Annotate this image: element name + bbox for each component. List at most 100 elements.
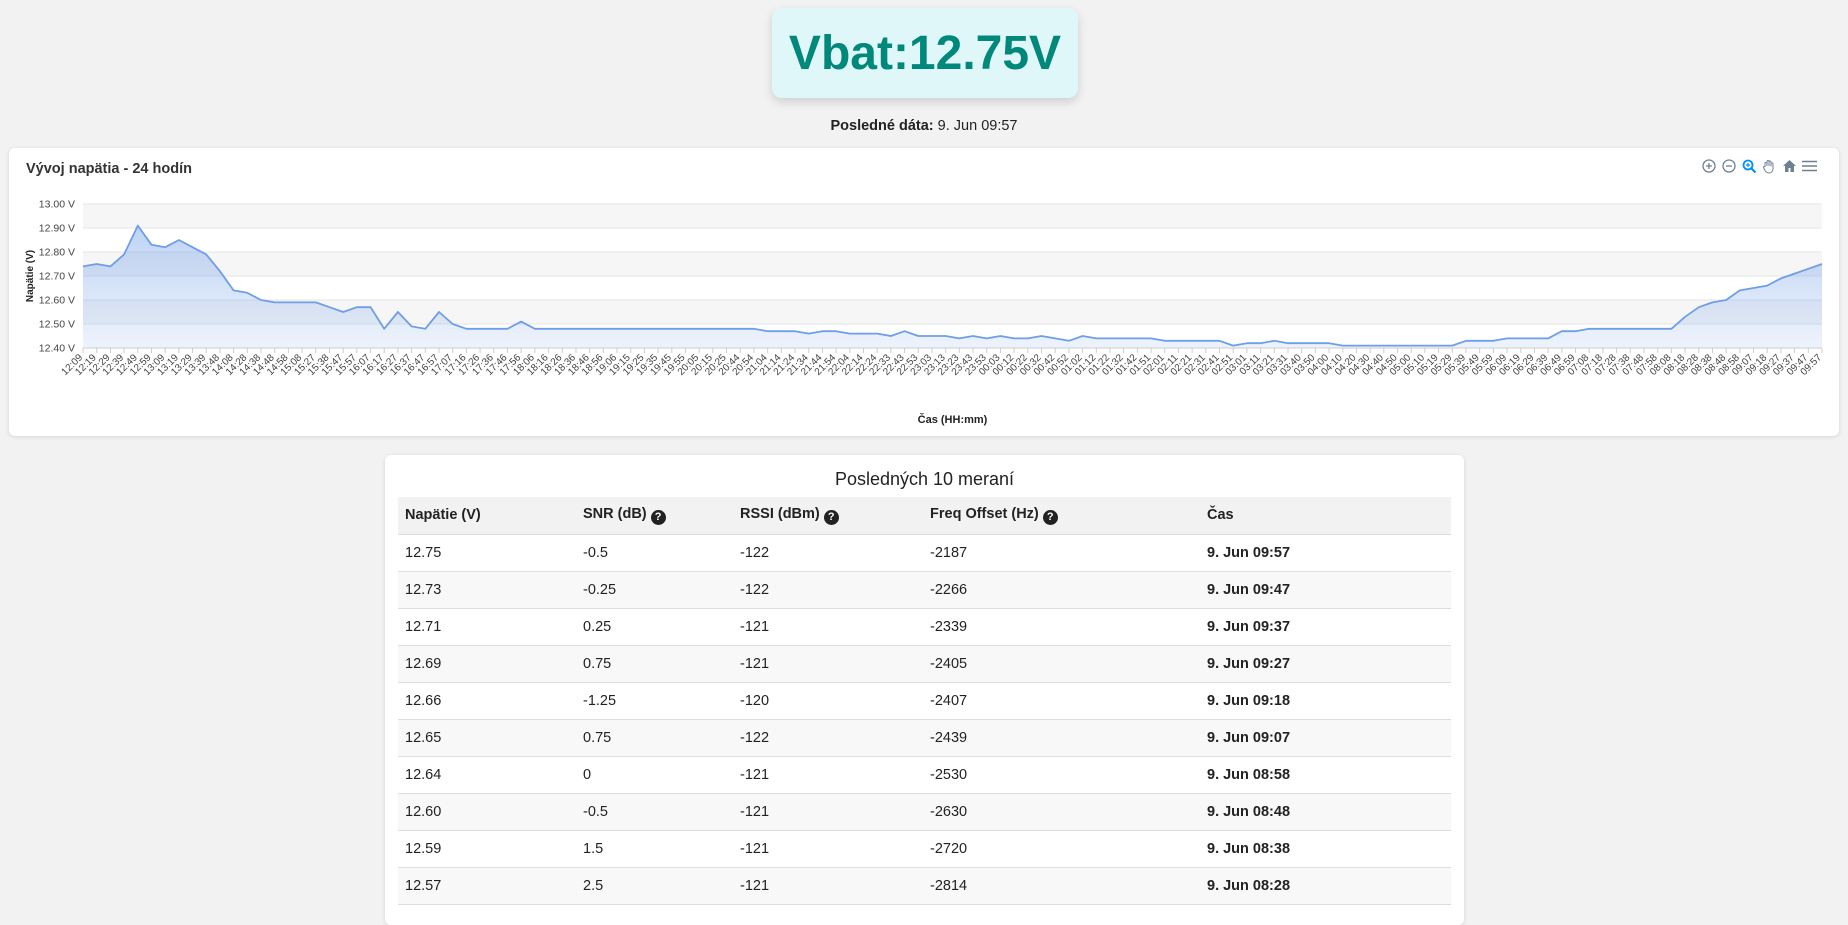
table-cell: 9. Jun 08:48 — [1200, 793, 1451, 831]
table-cell: 1.5 — [576, 830, 733, 868]
table-cell: -121 — [733, 756, 923, 794]
table-cell: -0.5 — [576, 793, 733, 831]
grid-band — [83, 252, 1822, 276]
table-cell: -2407 — [923, 682, 1200, 720]
table-cell: -121 — [733, 867, 923, 905]
table-row: 12.73 -0.25 -122 -2266 9. Jun 09:47 — [398, 571, 1451, 609]
menu-icon[interactable] — [1801, 158, 1817, 174]
table-cell: 9. Jun 09:18 — [1200, 682, 1451, 720]
table-row: 12.64 0 -121 -2530 9. Jun 08:58 — [398, 756, 1451, 794]
table-cell: 12.64 — [398, 756, 576, 794]
table-cell: -0.25 — [576, 571, 733, 609]
table-cell: 9. Jun 09:07 — [1200, 719, 1451, 757]
table-cell: 9. Jun 09:47 — [1200, 571, 1451, 609]
chart-toolbar — [1701, 158, 1817, 174]
table-cell: -2405 — [923, 645, 1200, 683]
table-cell: -122 — [733, 534, 923, 572]
column-header: SNR (dB)? — [576, 497, 733, 535]
table-cell: -1.25 — [576, 682, 733, 720]
table-cell: -2187 — [923, 534, 1200, 572]
table-header-row: Napätie (V) SNR (dB)? RSSI (dBm)? Freq Offs… — [398, 497, 1451, 535]
table-cell: 12.66 — [398, 682, 576, 720]
y-tick-label: 12.70 V — [39, 271, 75, 283]
table-cell: -121 — [733, 830, 923, 868]
y-tick-label: 12.40 V — [39, 343, 75, 355]
table-title: Posledných 10 meraní — [834, 469, 1015, 489]
home-reset-icon[interactable] — [1781, 158, 1797, 174]
column-header: Freq Offset (Hz)? — [923, 497, 1200, 535]
table-cell: -2266 — [923, 571, 1200, 609]
table-cell: -2720 — [923, 830, 1200, 868]
table-cell: 12.75 — [398, 534, 576, 572]
table-cell: -0.5 — [576, 534, 733, 572]
table-row: 12.57 2.5 -121 -2814 9. Jun 08:28 — [398, 867, 1451, 905]
table-cell: -2630 — [923, 793, 1200, 831]
column-header-label: Napätie (V) — [405, 507, 481, 524]
table-cell: 2.5 — [576, 867, 733, 905]
last-data-info: Posledné dáta: 9. Jun 09:57 — [0, 118, 1848, 134]
table-cell: 9. Jun 09:57 — [1200, 534, 1451, 572]
table-cell: 9. Jun 08:28 — [1200, 867, 1451, 905]
y-axis-title: Napätie (V) — [25, 250, 36, 302]
table-row: 12.71 0.25 -121 -2339 9. Jun 09:37 — [398, 608, 1451, 646]
table-cell: 0.75 — [576, 719, 733, 757]
table-row: 12.65 0.75 -122 -2439 9. Jun 09:07 — [398, 719, 1451, 757]
column-header-label: SNR (dB) — [583, 505, 647, 522]
grid-band — [83, 204, 1822, 228]
column-header: RSSI (dBm)? — [733, 497, 923, 535]
table-cell: -120 — [733, 682, 923, 720]
table-cell: 12.59 — [398, 830, 576, 868]
area-fill — [83, 225, 1822, 348]
y-tick-label: 12.50 V — [39, 319, 75, 331]
help-icon[interactable]: ? — [650, 509, 666, 525]
column-header-label: RSSI (dBm) — [740, 505, 820, 522]
vbat-value: Vbat:12.75V — [788, 26, 1062, 80]
table-row: 12.75 -0.5 -122 -2187 9. Jun 09:57 — [398, 534, 1451, 572]
table-cell: -121 — [733, 645, 923, 683]
table-cell: 0 — [576, 756, 733, 794]
table-cell: 9. Jun 08:38 — [1200, 830, 1451, 868]
zoom-selection-icon[interactable] — [1741, 158, 1757, 174]
table-row: 12.66 -1.25 -120 -2407 9. Jun 09:18 — [398, 682, 1451, 720]
table-cell: 12.65 — [398, 719, 576, 757]
measurements-table: Napätie (V) SNR (dB)? RSSI (dBm)? Freq Offs… — [398, 497, 1451, 905]
y-tick-label: 12.90 V — [39, 223, 75, 235]
table-cell: 0.25 — [576, 608, 733, 646]
table-cell: -2439 — [923, 719, 1200, 757]
last-data-label: Posledné dáta: — [830, 118, 934, 134]
table-cell: -2339 — [923, 608, 1200, 646]
table-cell: 12.57 — [398, 867, 576, 905]
table-row: 12.69 0.75 -121 -2405 9. Jun 09:27 — [398, 645, 1451, 683]
column-header: Čas — [1200, 497, 1451, 535]
y-tick-label: 12.60 V — [39, 295, 75, 307]
table-cell: 12.71 — [398, 608, 576, 646]
measurements-card: Posledných 10 meraní Napätie (V) SNR (dB)… — [385, 455, 1464, 925]
zoom-out-icon[interactable] — [1721, 158, 1737, 174]
series-line — [82, 224, 1823, 347]
table-cell: -122 — [733, 719, 923, 757]
x-axis-title: Čas (HH:mm) — [918, 413, 988, 426]
table-cell: 12.60 — [398, 793, 576, 831]
table-cell: -2814 — [923, 867, 1200, 905]
table-cell: -122 — [733, 571, 923, 609]
y-tick-label: 12.80 V — [39, 247, 75, 259]
y-tick-label: 13.00 V — [39, 199, 75, 211]
chart-title: Vývoj napätia - 24 hodín — [26, 161, 192, 177]
table-cell: 0.75 — [576, 645, 733, 683]
column-header-label: Freq Offset (Hz) — [930, 505, 1039, 522]
table-cell: 9. Jun 09:27 — [1200, 645, 1451, 683]
table-row: 12.59 1.5 -121 -2720 9. Jun 08:38 — [398, 830, 1451, 868]
last-data-value: 9. Jun 09:57 — [937, 118, 1018, 134]
table-cell: 12.69 — [398, 645, 576, 683]
table-cell: -121 — [733, 793, 923, 831]
battery-voltage-display: Vbat:12.75V — [772, 8, 1078, 98]
pan-hand-icon[interactable] — [1761, 158, 1777, 174]
zoom-in-icon[interactable] — [1701, 158, 1717, 174]
table-cell: 12.73 — [398, 571, 576, 609]
help-icon[interactable]: ? — [823, 509, 839, 525]
help-icon[interactable]: ? — [1042, 509, 1058, 525]
table-cell: -121 — [733, 608, 923, 646]
column-header: Napätie (V) — [398, 497, 576, 535]
voltage-area-chart: 12.40 V 12.50 V 12.60 V 12.70 V 12.80 V 12.90… — [25, 199, 1824, 427]
